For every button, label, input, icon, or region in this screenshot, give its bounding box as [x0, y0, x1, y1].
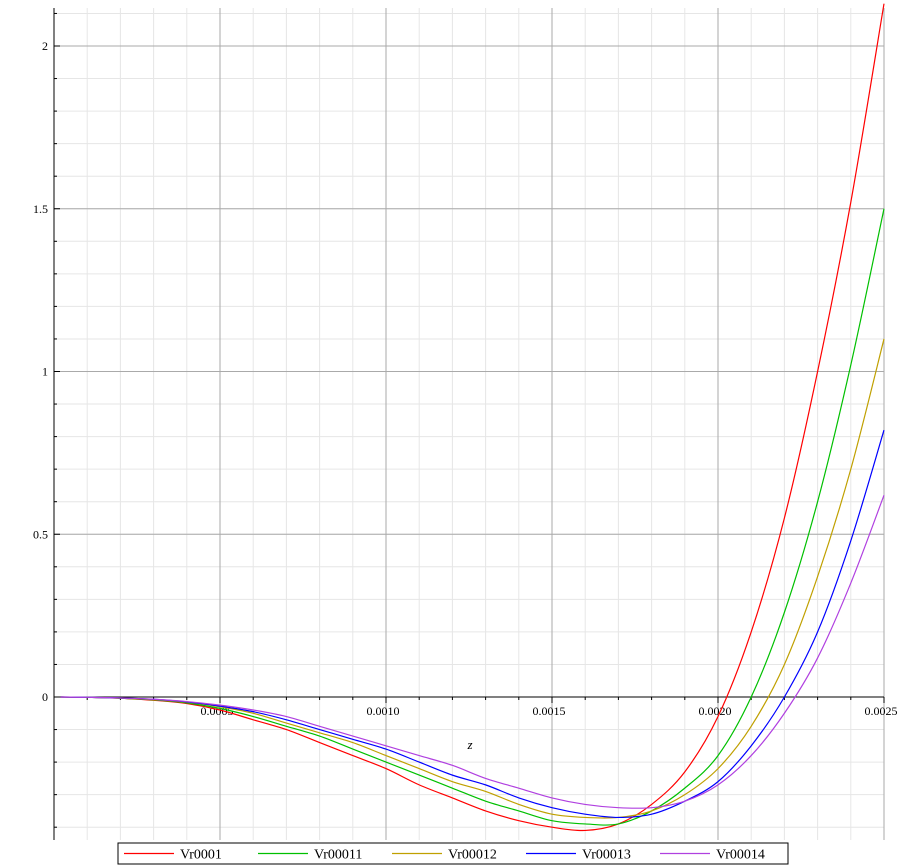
minor-grid [53, 8, 885, 840]
y-tick-label: 2 [42, 39, 48, 53]
legend-label: Vr00014 [716, 848, 765, 863]
x-tick-label: 0.0025 [865, 704, 898, 718]
y-tick-label: 1.5 [33, 202, 48, 216]
series-line-vr0001 [60, 3, 885, 832]
x-tick-label: 0.0015 [533, 704, 566, 718]
series-line-vr00014 [60, 494, 885, 809]
y-tick-label: 0 [42, 690, 48, 704]
legend-label: Vr00011 [314, 848, 362, 863]
x-axis-label: z [466, 737, 472, 752]
legend-label: Vr0001 [180, 848, 222, 863]
y-tick-label: 1 [42, 365, 48, 379]
x-tick-label: 0.0010 [367, 704, 400, 718]
series-line-vr00011 [60, 208, 885, 826]
axes [53, 8, 885, 840]
legend-label: Vr00013 [582, 848, 631, 863]
x-tick-label: 0.0020 [699, 704, 732, 718]
series-line-vr00013 [60, 429, 885, 819]
legend-label: Vr00012 [448, 848, 497, 863]
y-tick-label: 0.5 [33, 527, 48, 541]
legend: Vr0001 Vr00011 Vr00012 Vr00013 Vr00014 [117, 842, 789, 865]
series-lines [60, 3, 885, 832]
legend-box [117, 842, 789, 865]
major-grid [54, 8, 885, 840]
